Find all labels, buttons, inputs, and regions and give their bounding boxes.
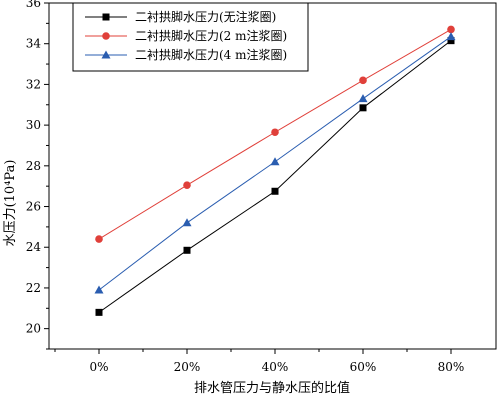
x-tick-label: 0% <box>89 360 108 374</box>
data-point <box>359 104 367 112</box>
y-tick-label: 34 <box>26 37 42 51</box>
x-axis: 0% 20% 40% 60% 80% <box>54 349 465 374</box>
x-tick-label: 60% <box>350 360 377 374</box>
legend-marker <box>101 50 111 59</box>
data-point <box>358 94 368 103</box>
x-tick-label: 40% <box>262 360 289 374</box>
data-point <box>182 218 192 227</box>
data-point <box>95 235 103 243</box>
y-tick-label: 30 <box>26 118 41 132</box>
x-tick-label: 80% <box>438 360 465 374</box>
legend-box <box>72 2 309 72</box>
y-tick-label: 22 <box>26 281 41 295</box>
series-layer <box>94 25 456 316</box>
legend-marker <box>102 13 110 21</box>
data-point <box>271 128 279 137</box>
y-tick-label: 36 <box>26 0 41 10</box>
legend-label: 二衬拱脚水压力(2 m注浆圈) <box>135 28 287 43</box>
y-tick-label: 26 <box>26 200 41 214</box>
legend-marker <box>102 32 110 40</box>
data-point <box>183 181 191 189</box>
data-point <box>271 187 279 195</box>
y-tick-label: 28 <box>26 159 41 173</box>
legend: 二衬拱脚水压力(无注浆圈) 二衬拱脚水压力(2 m注浆圈) 二衬拱脚水压力(4 m注… <box>72 2 309 72</box>
y-tick-label: 24 <box>26 240 42 254</box>
data-point <box>359 76 367 85</box>
series-2 <box>95 25 455 243</box>
y-axis-title: 水压力(10⁴Pa) <box>3 160 18 247</box>
y-tick-label: 20 <box>26 322 41 336</box>
data-point <box>94 285 104 294</box>
y-tick-label: 32 <box>26 77 41 91</box>
data-point <box>447 25 455 34</box>
legend-item: 二衬拱脚水压力(无注浆圈) <box>85 9 276 24</box>
legend-label: 二衬拱脚水压力(4 m注浆圈) <box>135 47 287 62</box>
data-point <box>183 246 191 254</box>
legend-item: 二衬拱脚水压力(4 m注浆圈) <box>85 47 287 62</box>
x-tick-label: 20% <box>174 360 201 374</box>
data-point <box>270 157 280 166</box>
series-3 <box>94 32 456 294</box>
x-axis-title: 排水管压力与静水压的比值 <box>194 380 350 396</box>
y-axis: 20 22 24 26 28 30 32 34 36 <box>26 0 49 350</box>
data-point <box>95 308 103 316</box>
data-point <box>447 37 455 45</box>
series-1 <box>95 37 455 316</box>
legend-label: 二衬拱脚水压力(无注浆圈) <box>135 9 276 24</box>
data-point <box>446 32 456 41</box>
legend-item: 二衬拱脚水压力(2 m注浆圈) <box>85 28 287 43</box>
series-line <box>98 40 452 313</box>
